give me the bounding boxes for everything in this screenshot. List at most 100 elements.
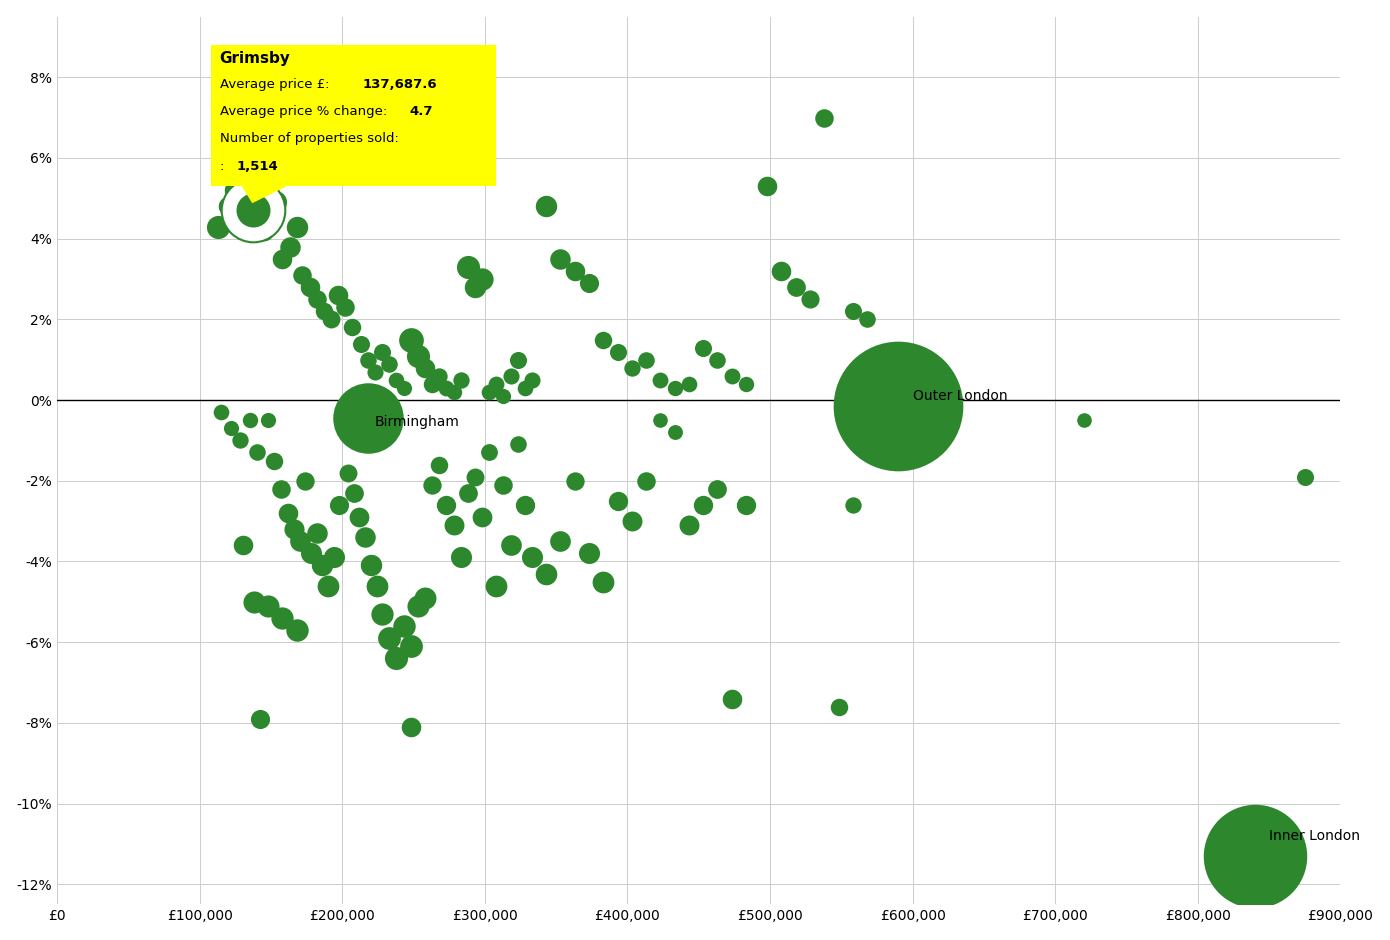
- Point: [514, 381, 537, 396]
- Point: [692, 340, 714, 355]
- Point: [770, 263, 792, 278]
- Point: [220, 421, 242, 436]
- Point: [578, 275, 600, 290]
- Text: Grimsby: Grimsby: [220, 51, 291, 66]
- Point: [285, 622, 307, 637]
- Point: [563, 263, 585, 278]
- Point: [692, 497, 714, 512]
- Text: Average price % change:: Average price % change:: [220, 105, 391, 118]
- Point: [407, 599, 430, 614]
- Point: [485, 376, 507, 391]
- Point: [350, 336, 373, 351]
- Text: :: :: [220, 160, 228, 173]
- Text: Birmingham: Birmingham: [375, 415, 460, 430]
- Point: [457, 485, 480, 500]
- Point: [378, 356, 400, 371]
- Point: [327, 288, 349, 303]
- Polygon shape: [242, 186, 285, 202]
- Point: [606, 344, 628, 359]
- Point: [799, 291, 821, 306]
- Point: [1294, 469, 1316, 484]
- Point: [827, 699, 849, 714]
- Point: [364, 365, 386, 380]
- Point: [421, 376, 443, 391]
- Point: [299, 279, 321, 294]
- Point: [678, 518, 701, 533]
- Text: Outer London: Outer London: [913, 389, 1008, 403]
- Point: [649, 413, 671, 428]
- Point: [271, 251, 293, 266]
- Point: [217, 199, 239, 214]
- Point: [414, 590, 436, 605]
- Point: [435, 497, 457, 512]
- Point: [549, 251, 571, 266]
- Point: [563, 473, 585, 488]
- Point: [471, 509, 493, 525]
- Point: [499, 538, 521, 553]
- Point: [856, 312, 878, 327]
- Point: [306, 291, 328, 306]
- Point: [485, 578, 507, 593]
- Point: [663, 425, 685, 440]
- Point: [841, 497, 863, 512]
- Point: [720, 691, 742, 706]
- Point: [336, 465, 359, 480]
- Text: Inner London: Inner London: [1269, 829, 1359, 843]
- Point: [421, 478, 443, 493]
- Point: [407, 348, 430, 363]
- Point: [392, 381, 414, 396]
- Point: [224, 182, 246, 197]
- Point: [342, 485, 364, 500]
- Point: [322, 550, 345, 565]
- Point: [243, 594, 265, 609]
- Point: [246, 211, 268, 226]
- Point: [492, 478, 514, 493]
- Text: 137,687.6: 137,687.6: [363, 78, 436, 91]
- Point: [288, 534, 310, 549]
- Point: [635, 352, 657, 368]
- Point: [706, 352, 728, 368]
- Point: [264, 195, 286, 210]
- Point: [464, 469, 486, 484]
- Point: [678, 376, 701, 391]
- Point: [506, 437, 528, 452]
- Point: [435, 381, 457, 396]
- Point: [357, 352, 379, 368]
- Text: 4.7: 4.7: [409, 105, 432, 118]
- Point: [263, 453, 285, 468]
- Point: [253, 223, 275, 238]
- Point: [300, 546, 322, 561]
- Point: [457, 259, 480, 274]
- Point: [257, 413, 279, 428]
- Point: [242, 203, 264, 218]
- Text: 1,514: 1,514: [236, 160, 278, 173]
- Point: [366, 578, 388, 593]
- Point: [239, 191, 261, 206]
- Point: [231, 170, 253, 185]
- Point: [521, 550, 543, 565]
- Point: [285, 219, 307, 234]
- Point: [210, 404, 232, 419]
- Point: [246, 445, 268, 460]
- Point: [242, 203, 264, 218]
- Point: [228, 433, 250, 448]
- Point: [334, 300, 356, 315]
- Point: [278, 239, 300, 254]
- Point: [635, 473, 657, 488]
- Point: [471, 272, 493, 287]
- Point: [937, 409, 959, 424]
- Point: [207, 219, 229, 234]
- Point: [371, 606, 393, 621]
- Point: [499, 368, 521, 384]
- Point: [663, 381, 685, 396]
- Text: Number of properties sold:: Number of properties sold:: [220, 133, 399, 146]
- Point: [449, 372, 471, 387]
- Point: [400, 719, 423, 734]
- Point: [592, 574, 614, 589]
- Point: [349, 509, 371, 525]
- Point: [328, 497, 350, 512]
- Point: [521, 372, 543, 387]
- Point: [313, 304, 335, 319]
- Point: [649, 372, 671, 387]
- Point: [592, 332, 614, 347]
